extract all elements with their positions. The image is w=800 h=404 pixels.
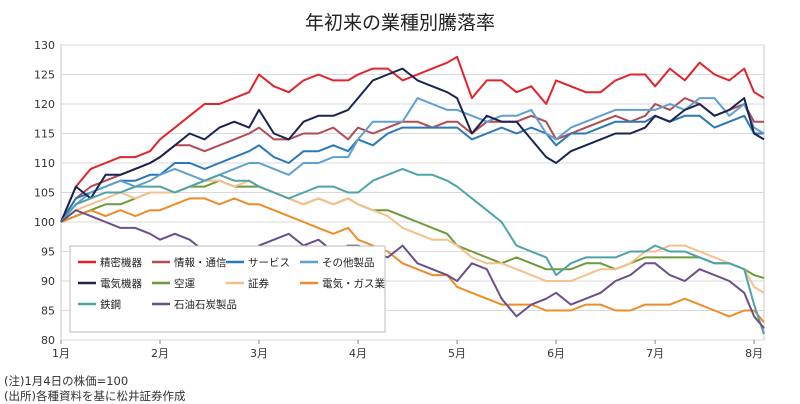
series-line-4 [60,67,765,223]
legend-label: 情報・通信 [174,256,227,269]
legend-box [69,245,386,333]
legend-label: 電気・ガス業 [322,277,385,290]
chart-title: 年初来の業種別騰落率 [304,12,495,34]
y-tick-labels: 80 85 90 95 100 105 110 115 120 125 130 [34,39,55,347]
series-line-3 [60,97,765,223]
y-tick-label: 125 [34,69,55,82]
y-tick-label: 120 [34,98,55,111]
series-line-0 [60,55,765,223]
legend-label: その他製品 [322,256,375,269]
y-tick-label: 90 [41,275,55,288]
series-line-7 [60,197,765,323]
footnote-source: (出所)各種資料を基に松井証券作成 [4,389,186,403]
y-tick-label: 100 [34,216,55,229]
x-tick-label: 7月 [646,347,664,360]
series-lines [60,55,765,335]
legend-label: 電気機器 [100,277,142,290]
x-tick-labels: 1月 2月 3月 4月 5月 6月 7月 8月 [52,340,763,360]
y-tick-label: 130 [34,39,55,52]
x-tick-label: 3月 [250,347,268,360]
x-tick-label: 6月 [547,347,565,360]
legend-label: 精密機器 [100,256,142,269]
x-tick-label: 5月 [448,347,466,360]
series-line-9 [60,209,765,329]
x-tick-label: 8月 [745,347,763,360]
x-tick-label: 4月 [349,347,367,360]
x-tick-label: 2月 [151,347,169,360]
footnote-base: (注)1月4日の株価=100 [4,374,129,388]
y-tick-label: 85 [41,305,55,318]
y-tick-label: 80 [41,334,55,347]
x-tick-label: 1月 [52,347,70,360]
series-line-1 [60,97,764,223]
legend-label: 鉄鋼 [100,298,121,311]
y-tick-label: 115 [34,128,55,141]
legend-label: 石油石炭製品 [174,298,237,311]
legend-label: 空運 [174,277,195,290]
series-line-8 [60,167,765,335]
series-line-2 [60,114,764,223]
y-tick-label: 105 [34,187,55,200]
legend-label: サービス [248,257,290,269]
y-tick-label: 110 [34,157,55,170]
legend-label: 証券 [248,277,269,290]
y-tick-label: 95 [41,246,55,259]
